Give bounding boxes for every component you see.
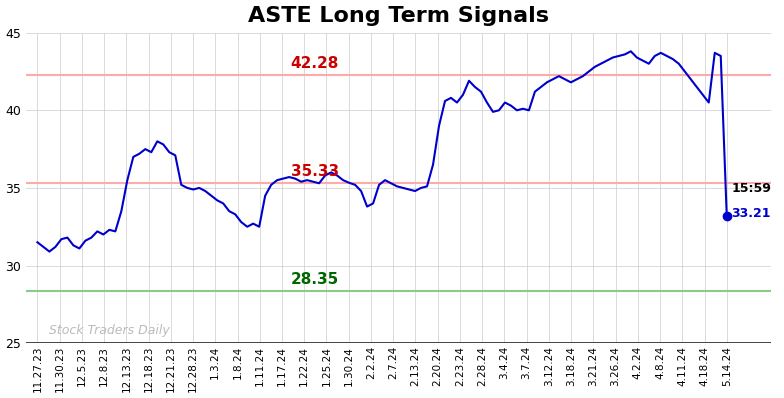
Title: ASTE Long Term Signals: ASTE Long Term Signals (249, 6, 550, 25)
Text: 33.21: 33.21 (731, 207, 771, 220)
Text: Stock Traders Daily: Stock Traders Daily (49, 324, 169, 337)
Text: 42.28: 42.28 (291, 56, 339, 71)
Text: 15:59: 15:59 (731, 182, 771, 195)
Text: 35.33: 35.33 (291, 164, 339, 179)
Text: 28.35: 28.35 (291, 272, 339, 287)
